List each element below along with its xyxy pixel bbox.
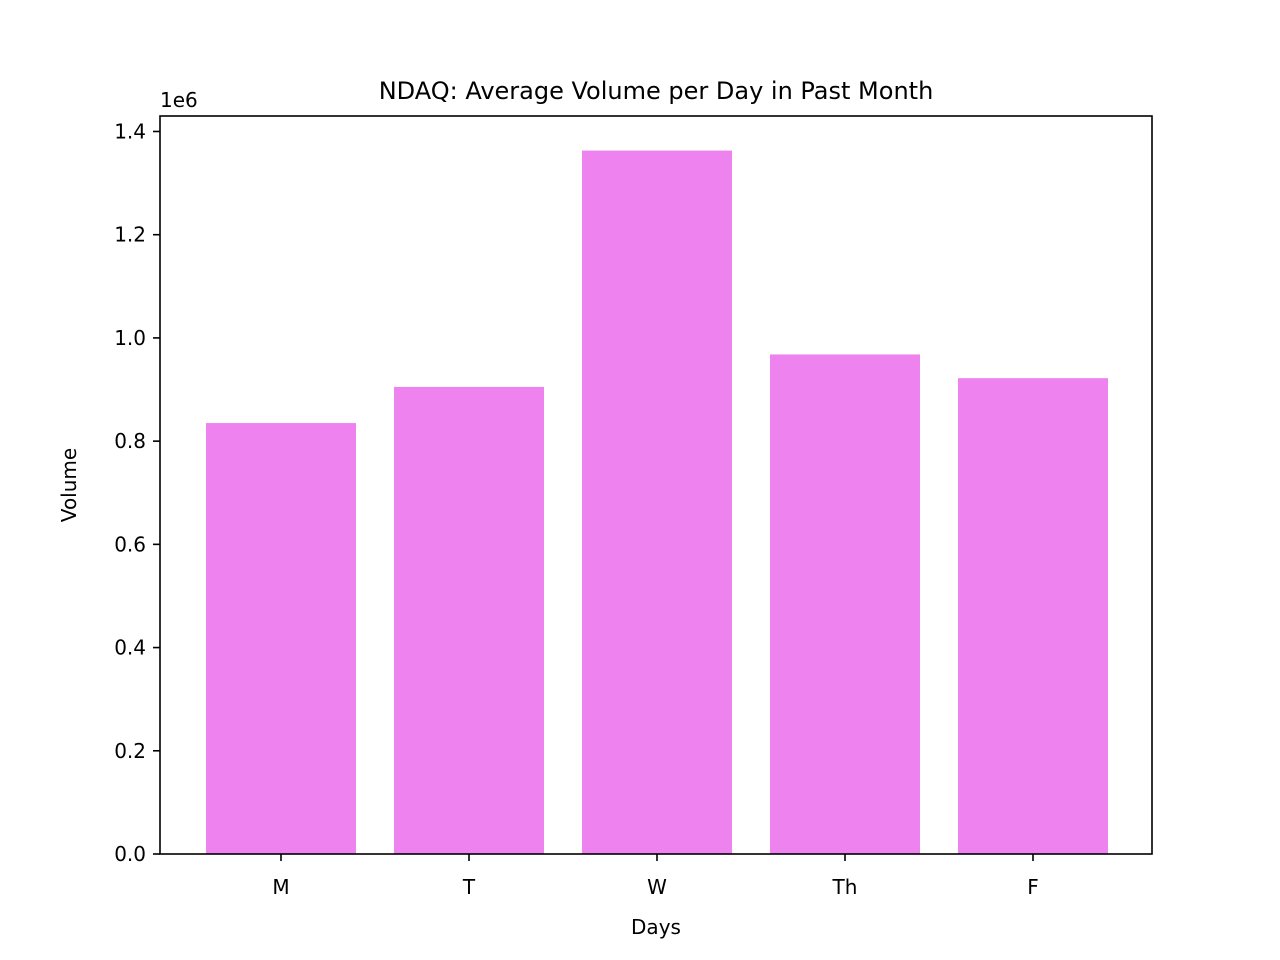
- x-axis-label: Days: [631, 915, 681, 939]
- y-tick-label: 1.4: [114, 119, 146, 143]
- x-tick-label: Th: [832, 875, 858, 899]
- y-tick-label: 0.2: [114, 739, 146, 763]
- x-tick-label: T: [462, 875, 476, 899]
- bar-f: [958, 378, 1108, 854]
- x-axis-ticks: M T W Th F: [272, 854, 1039, 899]
- bar-th: [770, 354, 920, 854]
- x-tick-label: W: [647, 875, 667, 899]
- y-tick-label: 0.8: [114, 429, 146, 453]
- y-tick-label: 0.6: [114, 532, 146, 556]
- y-offset-label: 1e6: [160, 88, 198, 112]
- y-axis-label: Volume: [57, 448, 81, 522]
- bar-m: [206, 423, 356, 854]
- bar-t: [394, 386, 544, 854]
- y-axis-ticks: 0.0 0.2 0.4 0.6 0.8 1.0 1.2 1.4: [114, 119, 160, 866]
- plot-frame: [159, 115, 1153, 855]
- y-tick-label: 1.0: [114, 326, 146, 350]
- x-tick-label: M: [272, 875, 289, 899]
- bars: [206, 150, 1108, 854]
- y-tick-label: 0.0: [114, 842, 146, 866]
- bar-w: [582, 150, 732, 854]
- chart-title: NDAQ: Average Volume per Day in Past Mon…: [379, 77, 934, 105]
- y-tick-label: 0.4: [114, 636, 146, 660]
- x-tick-label: F: [1027, 875, 1039, 899]
- y-tick-label: 1.2: [114, 223, 146, 247]
